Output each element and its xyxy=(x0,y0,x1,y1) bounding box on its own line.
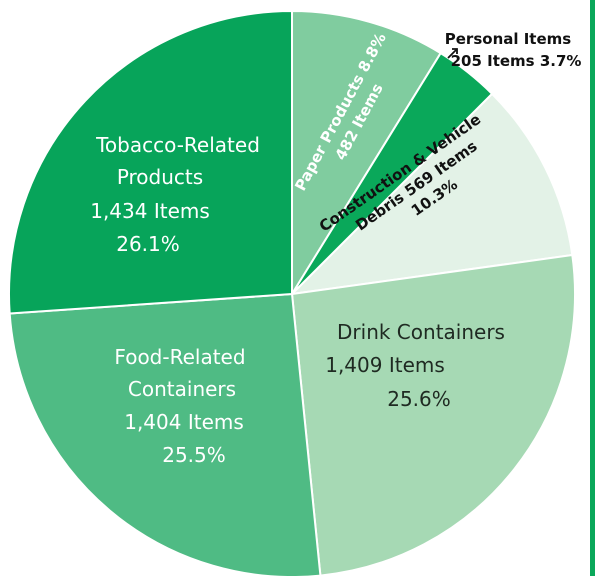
tobacco-label: Tobacco-Related Products 1,434 Items 26.… xyxy=(90,133,260,256)
slice-food-related-containers xyxy=(8,293,322,576)
drink-label-percent: 25.6% xyxy=(387,387,451,411)
pie-slices xyxy=(8,10,576,576)
food-label: Food-Related Containers 1,404 Items 25.5… xyxy=(114,345,245,467)
tobacco-label-items: 1,434 Items xyxy=(90,199,210,223)
slice-paper-products xyxy=(291,10,442,295)
slice-drink-containers xyxy=(291,254,576,576)
drink-label: Drink Containers 1,409 Items 25.6% xyxy=(325,320,505,411)
food-label-line1: Food-Related xyxy=(114,345,245,369)
slice-construction-vehicle-debris xyxy=(291,92,574,295)
callout-arrow-line xyxy=(447,49,457,59)
right-accent-bar xyxy=(590,0,595,576)
callout-arrow-icon xyxy=(452,48,458,54)
food-label-items: 1,404 Items xyxy=(124,410,244,434)
drink-label-items: 1,409 Items xyxy=(325,353,445,377)
tobacco-label-percent: 26.1% xyxy=(116,232,180,256)
food-label-percent: 25.5% xyxy=(162,443,226,467)
food-label-line2: Containers xyxy=(128,377,236,401)
slice-tobacco-related-products xyxy=(8,10,293,315)
personal-label: Personal Items 205 Items 3.7% xyxy=(445,30,582,70)
drink-label-name: Drink Containers xyxy=(337,320,505,344)
tobacco-label-line1: Tobacco-Related xyxy=(95,133,260,157)
personal-label-line1: Personal Items xyxy=(445,30,572,48)
tobacco-label-line2: Products xyxy=(117,165,203,189)
personal-label-line2: 205 Items 3.7% xyxy=(451,52,582,70)
